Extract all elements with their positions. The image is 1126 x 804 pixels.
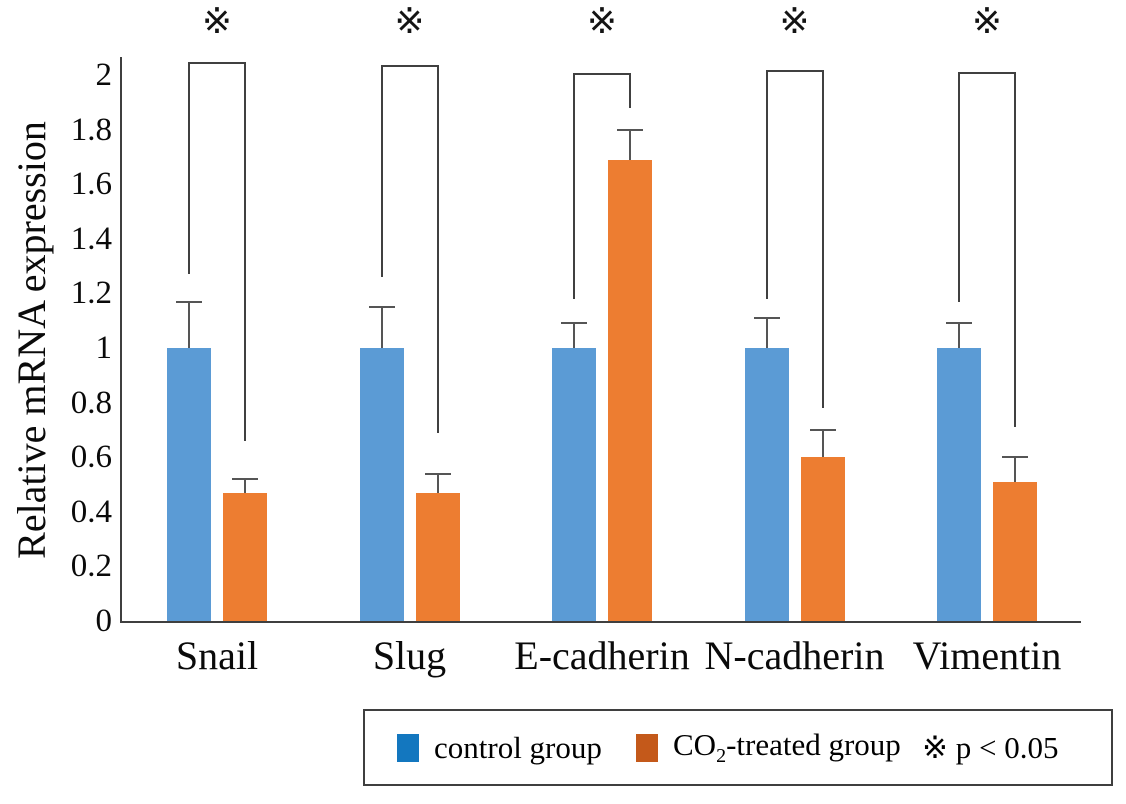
sig-bracket-right-leg [436, 65, 439, 433]
error-bar-line [436, 473, 439, 493]
legend-label-co2: CO2-treated group [673, 726, 901, 768]
sig-bracket-right-leg [1014, 72, 1016, 428]
sig-bracket-top [380, 65, 439, 67]
sig-bracket-right-leg [821, 70, 824, 409]
error-bar-cap [232, 478, 258, 481]
error-bar-line [958, 323, 960, 348]
error-bar-cap [368, 306, 395, 309]
error-bar-line [573, 323, 575, 348]
legend-label-control: control group [434, 729, 602, 765]
bar-control-Vimentin [937, 348, 981, 621]
sig-bracket-top [188, 62, 246, 64]
sig-bracket-left-leg [188, 62, 190, 275]
reference-mark-icon: ※ [779, 1, 810, 42]
reference-mark-icon: ※ [922, 729, 948, 765]
error-bar-line [821, 429, 824, 458]
bar-co2-Slug [415, 492, 460, 621]
error-bar-cap [561, 322, 587, 325]
sig-bracket-top [573, 73, 631, 75]
legend-item-co2: CO2-treated group [636, 711, 901, 784]
bar-control-N-cadherin [744, 348, 789, 621]
bar-co2-E-cadherin [608, 159, 652, 621]
y-axis-line [120, 57, 122, 623]
sig-bracket-top [765, 70, 824, 72]
x-axis-line [120, 621, 1081, 623]
sig-bracket-left-leg [958, 72, 960, 302]
legend-significance-note: ※ p < 0.05 [922, 729, 1059, 765]
x-category-label: N-cadherin [704, 633, 885, 678]
sig-bracket-right-leg [629, 73, 631, 108]
x-category-label: Snail [175, 633, 259, 678]
sig-bracket-left-leg [380, 65, 383, 278]
error-bar-cap [809, 428, 836, 431]
reference-mark-icon: ※ [971, 1, 1003, 42]
y-tick-label: 1.4 [70, 220, 112, 257]
y-tick-label: 0.2 [70, 548, 112, 585]
error-bar-line [1014, 457, 1016, 482]
y-tick-label: 0 [95, 603, 113, 639]
sig-bracket-right-leg [244, 62, 246, 441]
error-bar-line [244, 479, 246, 493]
bar-co2-N-cadherin [800, 457, 845, 621]
error-bar-cap [176, 300, 202, 303]
error-bar-cap [617, 128, 643, 131]
sig-bracket-left-leg [765, 70, 768, 299]
reference-mark-icon: ※ [586, 1, 618, 42]
y-tick-label: 1 [95, 330, 113, 366]
y-tick-label: 1.2 [70, 275, 112, 312]
sig-bracket-left-leg [573, 73, 575, 299]
error-bar-cap [753, 316, 780, 319]
reference-mark-icon: ※ [201, 1, 233, 42]
y-tick-label: 1.8 [70, 111, 112, 148]
error-bar-line [380, 307, 383, 348]
legend-swatch-co2-color [636, 733, 658, 762]
y-tick-label: 1.6 [70, 166, 112, 203]
bar-co2-Snail [223, 492, 267, 621]
y-tick-label: 2 [95, 57, 113, 93]
y-tick-label: 0.8 [70, 384, 112, 421]
error-bar-line [765, 317, 768, 348]
bar-control-E-cadherin [552, 348, 596, 621]
legend-swatch-control-color [397, 733, 419, 762]
error-bar-line [629, 129, 631, 160]
x-category-label: Slug [372, 633, 447, 678]
error-bar-cap [424, 472, 451, 475]
bar-control-Snail [167, 348, 211, 621]
x-category-label: Vimentin [912, 633, 1062, 678]
y-tick-label: 0.4 [70, 493, 112, 530]
error-bar-line [188, 301, 190, 348]
legend-item-control: control group [397, 711, 602, 784]
bar-control-Slug [359, 348, 404, 621]
error-bar-cap [946, 322, 972, 325]
reference-mark-icon: ※ [394, 1, 425, 42]
error-bar-cap [1002, 456, 1028, 459]
sig-bracket-top [958, 72, 1016, 74]
legend: control group CO2-treated group ※ p < 0.… [363, 709, 1113, 786]
x-category-label: E-cadherin [514, 633, 690, 678]
bar-co2-Vimentin [993, 481, 1037, 621]
y-tick-label: 0.6 [70, 439, 112, 476]
